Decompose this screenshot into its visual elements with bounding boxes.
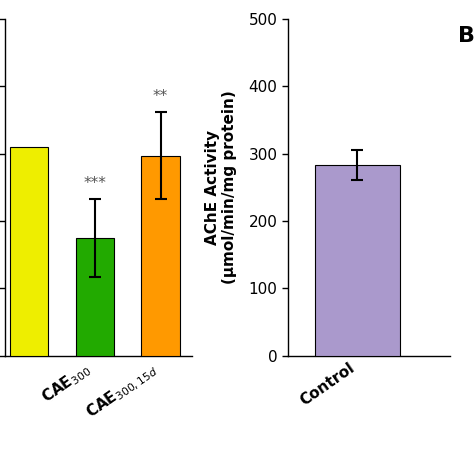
Y-axis label: AChE Activity
(μmol/min/mg protein): AChE Activity (μmol/min/mg protein) <box>205 91 237 284</box>
Bar <box>76 238 114 356</box>
Bar <box>315 165 400 356</box>
Bar <box>10 147 48 356</box>
Text: ***: *** <box>83 175 106 191</box>
Bar <box>141 155 180 356</box>
Text: B: B <box>458 26 474 46</box>
Text: **: ** <box>153 89 168 104</box>
